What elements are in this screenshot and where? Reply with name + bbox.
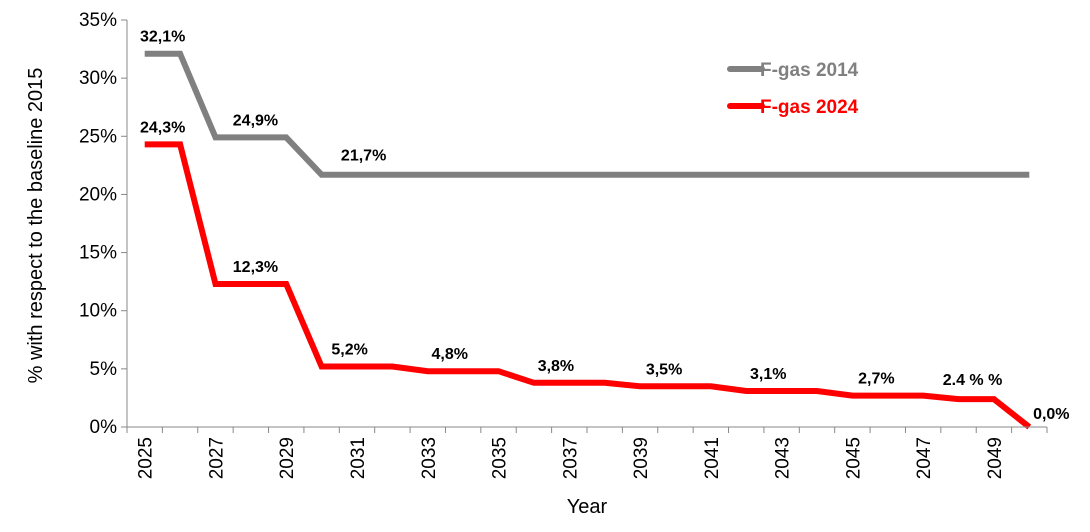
data-label: 21,7%: [341, 148, 386, 165]
legend-label: F-gas 2014: [760, 60, 859, 81]
y-axis-ticks: 0% 5% 10% 15% 20% 25% 30% 35%: [79, 10, 127, 438]
x-tick-label: 2041: [702, 437, 723, 479]
x-tick-label: 2033: [419, 437, 440, 479]
x-tick-label: 2049: [985, 437, 1006, 479]
y-tick-label: 25%: [79, 126, 117, 147]
legend: F-gas 2014 F-gas 2024: [727, 60, 859, 118]
data-label: 0,0%: [1033, 406, 1069, 423]
data-label: 24,3%: [140, 119, 185, 136]
y-tick-label: 0%: [90, 417, 118, 438]
data-label: 2.4 % %: [943, 372, 1003, 389]
data-label: 24,9%: [233, 112, 278, 129]
x-tick-label: 2047: [914, 437, 935, 479]
legend-label: F-gas 2024: [760, 97, 859, 118]
data-label: 2,7%: [858, 371, 894, 388]
x-tick-label: 2029: [277, 437, 298, 479]
data-label: 4,8%: [432, 346, 468, 363]
y-tick-label: 10%: [79, 301, 117, 322]
y-axis-title: % with respect to the baseline 2015: [25, 68, 47, 384]
data-label: 3,8%: [538, 358, 574, 375]
x-tick-label: 2035: [490, 437, 511, 479]
series-line-f-gas-2014: [144, 50, 1030, 178]
x-tick-label: 2031: [348, 437, 369, 479]
x-tick-label: 2037: [560, 437, 581, 479]
y-tick-label: 15%: [79, 243, 117, 264]
x-tick-label: 2025: [136, 437, 157, 479]
series-line-f-gas-2024: [144, 141, 1032, 430]
y-tick-label: 20%: [79, 184, 117, 205]
data-label: 3,5%: [646, 361, 682, 378]
series-lines: [144, 50, 1032, 430]
x-tick-label: 2045: [843, 437, 864, 479]
y-tick-label: 5%: [90, 359, 118, 380]
x-tick-label: 2027: [206, 437, 227, 479]
y-tick-label: 30%: [79, 68, 117, 89]
data-labels: 32,1% 24,9% 21,7% 24,3% 12,3% 5,2% 4,8% 3,8% 3,5…: [140, 29, 1070, 423]
data-label: 3,1%: [750, 366, 786, 383]
x-axis-title: Year: [567, 496, 608, 518]
y-tick-label: 35%: [79, 10, 117, 31]
x-tick-label: 2043: [773, 437, 794, 479]
data-label: 5,2%: [331, 342, 367, 359]
x-axis-ticks: 2025 2027 2029 2031 2033 2035 2037 2039 2041 2043…: [126, 427, 1048, 479]
x-tick-label: 2039: [631, 437, 652, 479]
data-label: 32,1%: [140, 29, 185, 46]
data-label: 12,3%: [233, 259, 278, 276]
